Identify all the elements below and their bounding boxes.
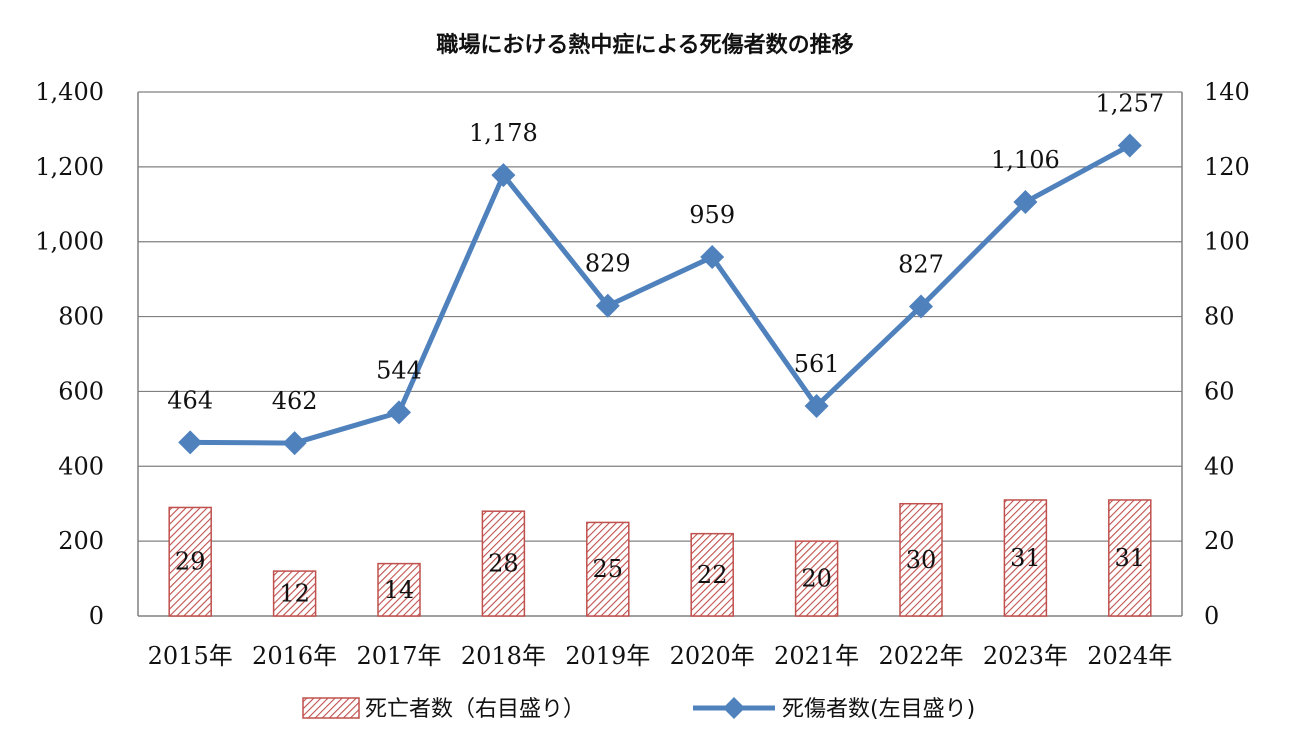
legend-bar-swatch xyxy=(302,697,360,719)
bar xyxy=(1003,499,1048,617)
left-tick-label: 0 xyxy=(89,602,104,630)
series-line xyxy=(190,143,1131,446)
left-tick-label: 800 xyxy=(58,303,104,331)
bar-data-label: 22 xyxy=(697,561,728,589)
line-point-marker xyxy=(804,394,829,419)
left-tick-label: 1,400 xyxy=(35,78,104,106)
bar xyxy=(272,570,317,617)
x-tick-label: 2015年 xyxy=(148,642,233,670)
line-point-marker xyxy=(909,294,933,319)
x-axis-labels: 2015年 2016年 2017年 2018年 2019年 2020年 2021年 2022年… xyxy=(148,642,1173,670)
bar-data-label: 12 xyxy=(279,580,310,608)
gridlines xyxy=(137,91,1183,617)
line-data-label: 829 xyxy=(585,250,631,278)
line-data-label: 959 xyxy=(689,201,735,229)
bar-data-label: 14 xyxy=(384,576,415,604)
bar-data-label: 25 xyxy=(593,555,624,583)
bar xyxy=(586,521,630,617)
bar-data-label: 28 xyxy=(488,550,519,578)
right-tick-label: 20 xyxy=(1204,527,1235,555)
line-point-marker xyxy=(1013,190,1038,215)
legend-bar-label: 死亡者数（右目盛り） xyxy=(365,697,585,722)
x-tick-label: 2022年 xyxy=(878,642,963,670)
bar xyxy=(899,502,943,617)
left-tick-label: 400 xyxy=(58,452,104,480)
right-tick-label: 80 xyxy=(1204,303,1235,331)
bar-series xyxy=(168,499,1152,617)
x-tick-label: 2016年 xyxy=(252,642,337,670)
line-point-marker xyxy=(1117,133,1142,158)
left-axis: 0 200 400 600 800 1,000 1,200 1,400 xyxy=(35,78,104,630)
line-data-label: 464 xyxy=(167,386,213,414)
bar xyxy=(377,562,421,617)
x-tick-label: 2018年 xyxy=(461,642,546,670)
chart-title: 職場における熱中症による死傷者数の推移 xyxy=(436,32,853,58)
legend-line-label: 死傷者数(左目盛り) xyxy=(782,697,975,722)
line-data-label: 827 xyxy=(898,250,944,278)
left-tick-label: 200 xyxy=(58,527,104,555)
line-data-labels: 464 462 544 1,178 829 959 561 827 1,106 1,257 xyxy=(167,90,1164,416)
right-tick-label: 40 xyxy=(1204,452,1235,480)
bar-data-label: 20 xyxy=(801,565,832,593)
bar xyxy=(1108,499,1152,617)
bar-data-label: 29 xyxy=(175,548,206,576)
line-series xyxy=(178,133,1142,456)
x-tick-label: 2017年 xyxy=(356,642,441,670)
line-data-label: 462 xyxy=(272,387,318,415)
legend-diamond-marker xyxy=(723,697,745,719)
line-data-label: 561 xyxy=(794,350,840,378)
bar-data-label: 31 xyxy=(1010,544,1041,572)
right-tick-label: 0 xyxy=(1204,602,1219,630)
line-point-marker xyxy=(491,163,516,188)
right-tick-label: 120 xyxy=(1204,153,1250,181)
right-axis: 0 20 40 60 80 100 120 140 xyxy=(1204,78,1250,630)
legend: 死亡者数（右目盛り） 死傷者数(左目盛り) xyxy=(302,697,975,722)
bar xyxy=(481,510,526,617)
right-tick-label: 100 xyxy=(1204,228,1250,256)
line-data-label: 1,257 xyxy=(1095,90,1164,118)
x-tick-label: 2021年 xyxy=(774,642,859,670)
bar-data-label: 31 xyxy=(1115,544,1146,572)
line-data-label: 544 xyxy=(376,356,422,384)
bar-data-labels: 29 12 14 28 25 22 20 30 31 31 xyxy=(175,544,1145,608)
bar xyxy=(168,506,212,617)
line-point-marker xyxy=(700,245,725,270)
x-tick-label: 2024年 xyxy=(1087,642,1172,670)
right-tick-label: 140 xyxy=(1204,78,1250,106)
bar xyxy=(690,532,734,617)
bar-data-label: 30 xyxy=(906,546,937,574)
bar xyxy=(794,540,839,617)
line-point-marker xyxy=(178,430,203,455)
x-tick-label: 2023年 xyxy=(983,642,1068,670)
line-point-marker xyxy=(387,400,411,425)
line-point-marker xyxy=(595,293,620,318)
left-tick-label: 1,200 xyxy=(35,153,104,181)
line-data-label: 1,178 xyxy=(469,119,538,147)
line-point-marker xyxy=(282,431,307,456)
x-tick-label: 2019年 xyxy=(565,642,650,670)
left-tick-label: 600 xyxy=(58,377,104,405)
right-tick-label: 60 xyxy=(1204,377,1235,405)
line-data-label: 1,106 xyxy=(991,146,1060,174)
x-tick-label: 2020年 xyxy=(670,642,755,670)
left-tick-label: 1,000 xyxy=(35,228,104,256)
